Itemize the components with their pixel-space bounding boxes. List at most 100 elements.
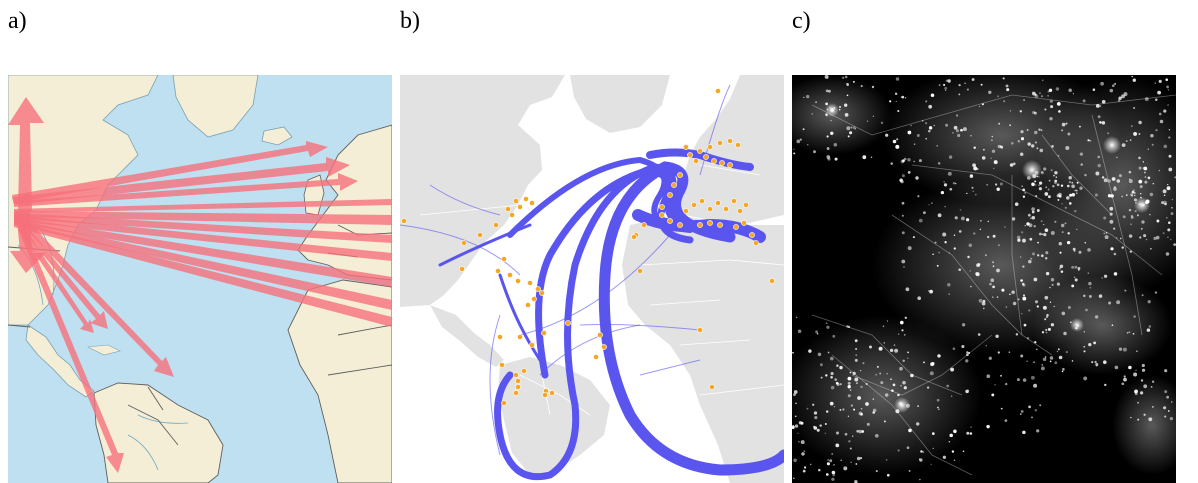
city-light bbox=[1152, 406, 1154, 408]
city-light bbox=[806, 143, 809, 146]
city-light bbox=[812, 403, 815, 406]
city-light bbox=[842, 408, 845, 411]
city-light bbox=[960, 128, 963, 132]
city-light bbox=[973, 166, 978, 171]
city-light bbox=[793, 152, 796, 155]
city-light bbox=[1141, 363, 1145, 368]
city-light bbox=[1148, 417, 1153, 422]
city-light bbox=[1055, 176, 1058, 178]
city-light bbox=[929, 371, 934, 376]
city-light bbox=[916, 134, 920, 137]
city-light bbox=[1131, 194, 1134, 197]
city-light bbox=[819, 424, 822, 427]
city-light bbox=[1098, 294, 1103, 298]
city-light bbox=[1043, 232, 1047, 237]
city-light bbox=[953, 234, 956, 236]
city-light bbox=[1000, 407, 1003, 410]
city-light bbox=[990, 278, 995, 282]
city-light bbox=[829, 459, 833, 463]
city-light bbox=[1033, 111, 1036, 114]
city-light bbox=[901, 231, 905, 235]
city-light bbox=[1128, 331, 1131, 334]
city-light bbox=[1142, 167, 1145, 169]
city-light bbox=[1060, 270, 1064, 273]
city-light bbox=[1041, 79, 1044, 82]
city-light bbox=[1065, 122, 1068, 125]
city-light bbox=[954, 216, 958, 220]
city-light bbox=[1041, 364, 1044, 366]
city-light bbox=[883, 420, 886, 423]
city-light bbox=[1139, 192, 1142, 195]
city-light bbox=[1083, 350, 1086, 353]
city-light bbox=[793, 393, 796, 396]
city-light bbox=[1094, 315, 1099, 319]
flow-us-east-coast bbox=[438, 223, 532, 267]
city-light bbox=[972, 163, 976, 168]
city-light bbox=[1000, 374, 1002, 377]
city-light bbox=[893, 344, 896, 346]
city-light bbox=[1162, 232, 1165, 235]
city-light bbox=[1161, 201, 1164, 205]
iceland-landmass bbox=[261, 126, 293, 146]
city-light bbox=[855, 382, 858, 385]
city-light bbox=[826, 322, 828, 324]
flow-around-africa bbox=[598, 161, 784, 476]
flow-arrow-map bbox=[8, 75, 392, 483]
city-light bbox=[834, 157, 838, 161]
city-light bbox=[1104, 383, 1107, 387]
city-light bbox=[1089, 139, 1092, 142]
city-light bbox=[1164, 202, 1167, 206]
city-light bbox=[1087, 248, 1091, 252]
city-light bbox=[1045, 186, 1048, 189]
city-light bbox=[1069, 193, 1073, 197]
city-light bbox=[1030, 257, 1033, 260]
city-light bbox=[962, 450, 965, 453]
city-light bbox=[1067, 184, 1070, 188]
city-light bbox=[826, 155, 831, 159]
city-light bbox=[1022, 294, 1026, 297]
city-light bbox=[966, 431, 970, 435]
city-light bbox=[830, 376, 833, 379]
city-light bbox=[853, 408, 856, 411]
city-light bbox=[918, 159, 922, 163]
city-light bbox=[855, 463, 858, 465]
city-light bbox=[800, 421, 803, 424]
city-light bbox=[1029, 217, 1032, 220]
city-light bbox=[1164, 390, 1168, 394]
city-light bbox=[830, 372, 834, 376]
city-light bbox=[875, 373, 878, 376]
city-light bbox=[806, 407, 809, 410]
city-light bbox=[844, 103, 848, 107]
city-light bbox=[1072, 93, 1075, 95]
city-light bbox=[1028, 259, 1032, 264]
city-light bbox=[1114, 82, 1117, 85]
city-light bbox=[1050, 231, 1055, 235]
city-light bbox=[900, 320, 904, 325]
panel-b-label: b) bbox=[400, 8, 420, 34]
city-light bbox=[849, 447, 852, 450]
city-light bbox=[1144, 97, 1149, 102]
city-light bbox=[1048, 195, 1051, 199]
city-light bbox=[854, 128, 857, 130]
city-light bbox=[1021, 185, 1023, 187]
city-light bbox=[802, 469, 806, 473]
city-light bbox=[883, 342, 886, 344]
arrow-to-north-africa bbox=[14, 217, 392, 287]
city-light bbox=[825, 473, 829, 476]
city-light bbox=[945, 89, 947, 91]
city-light bbox=[835, 443, 840, 448]
city-light bbox=[1084, 241, 1087, 244]
city-light bbox=[849, 131, 853, 135]
city-light bbox=[1054, 361, 1058, 365]
city-light bbox=[945, 79, 948, 82]
city-light bbox=[875, 470, 878, 473]
city-light bbox=[860, 407, 863, 410]
city-light bbox=[1028, 223, 1033, 228]
city-light bbox=[1100, 81, 1104, 86]
city-light bbox=[965, 359, 969, 363]
city-light bbox=[1076, 181, 1079, 184]
city-light bbox=[1055, 87, 1060, 91]
city-light bbox=[966, 353, 969, 357]
city-light bbox=[1143, 413, 1146, 416]
city-light bbox=[1087, 272, 1090, 274]
